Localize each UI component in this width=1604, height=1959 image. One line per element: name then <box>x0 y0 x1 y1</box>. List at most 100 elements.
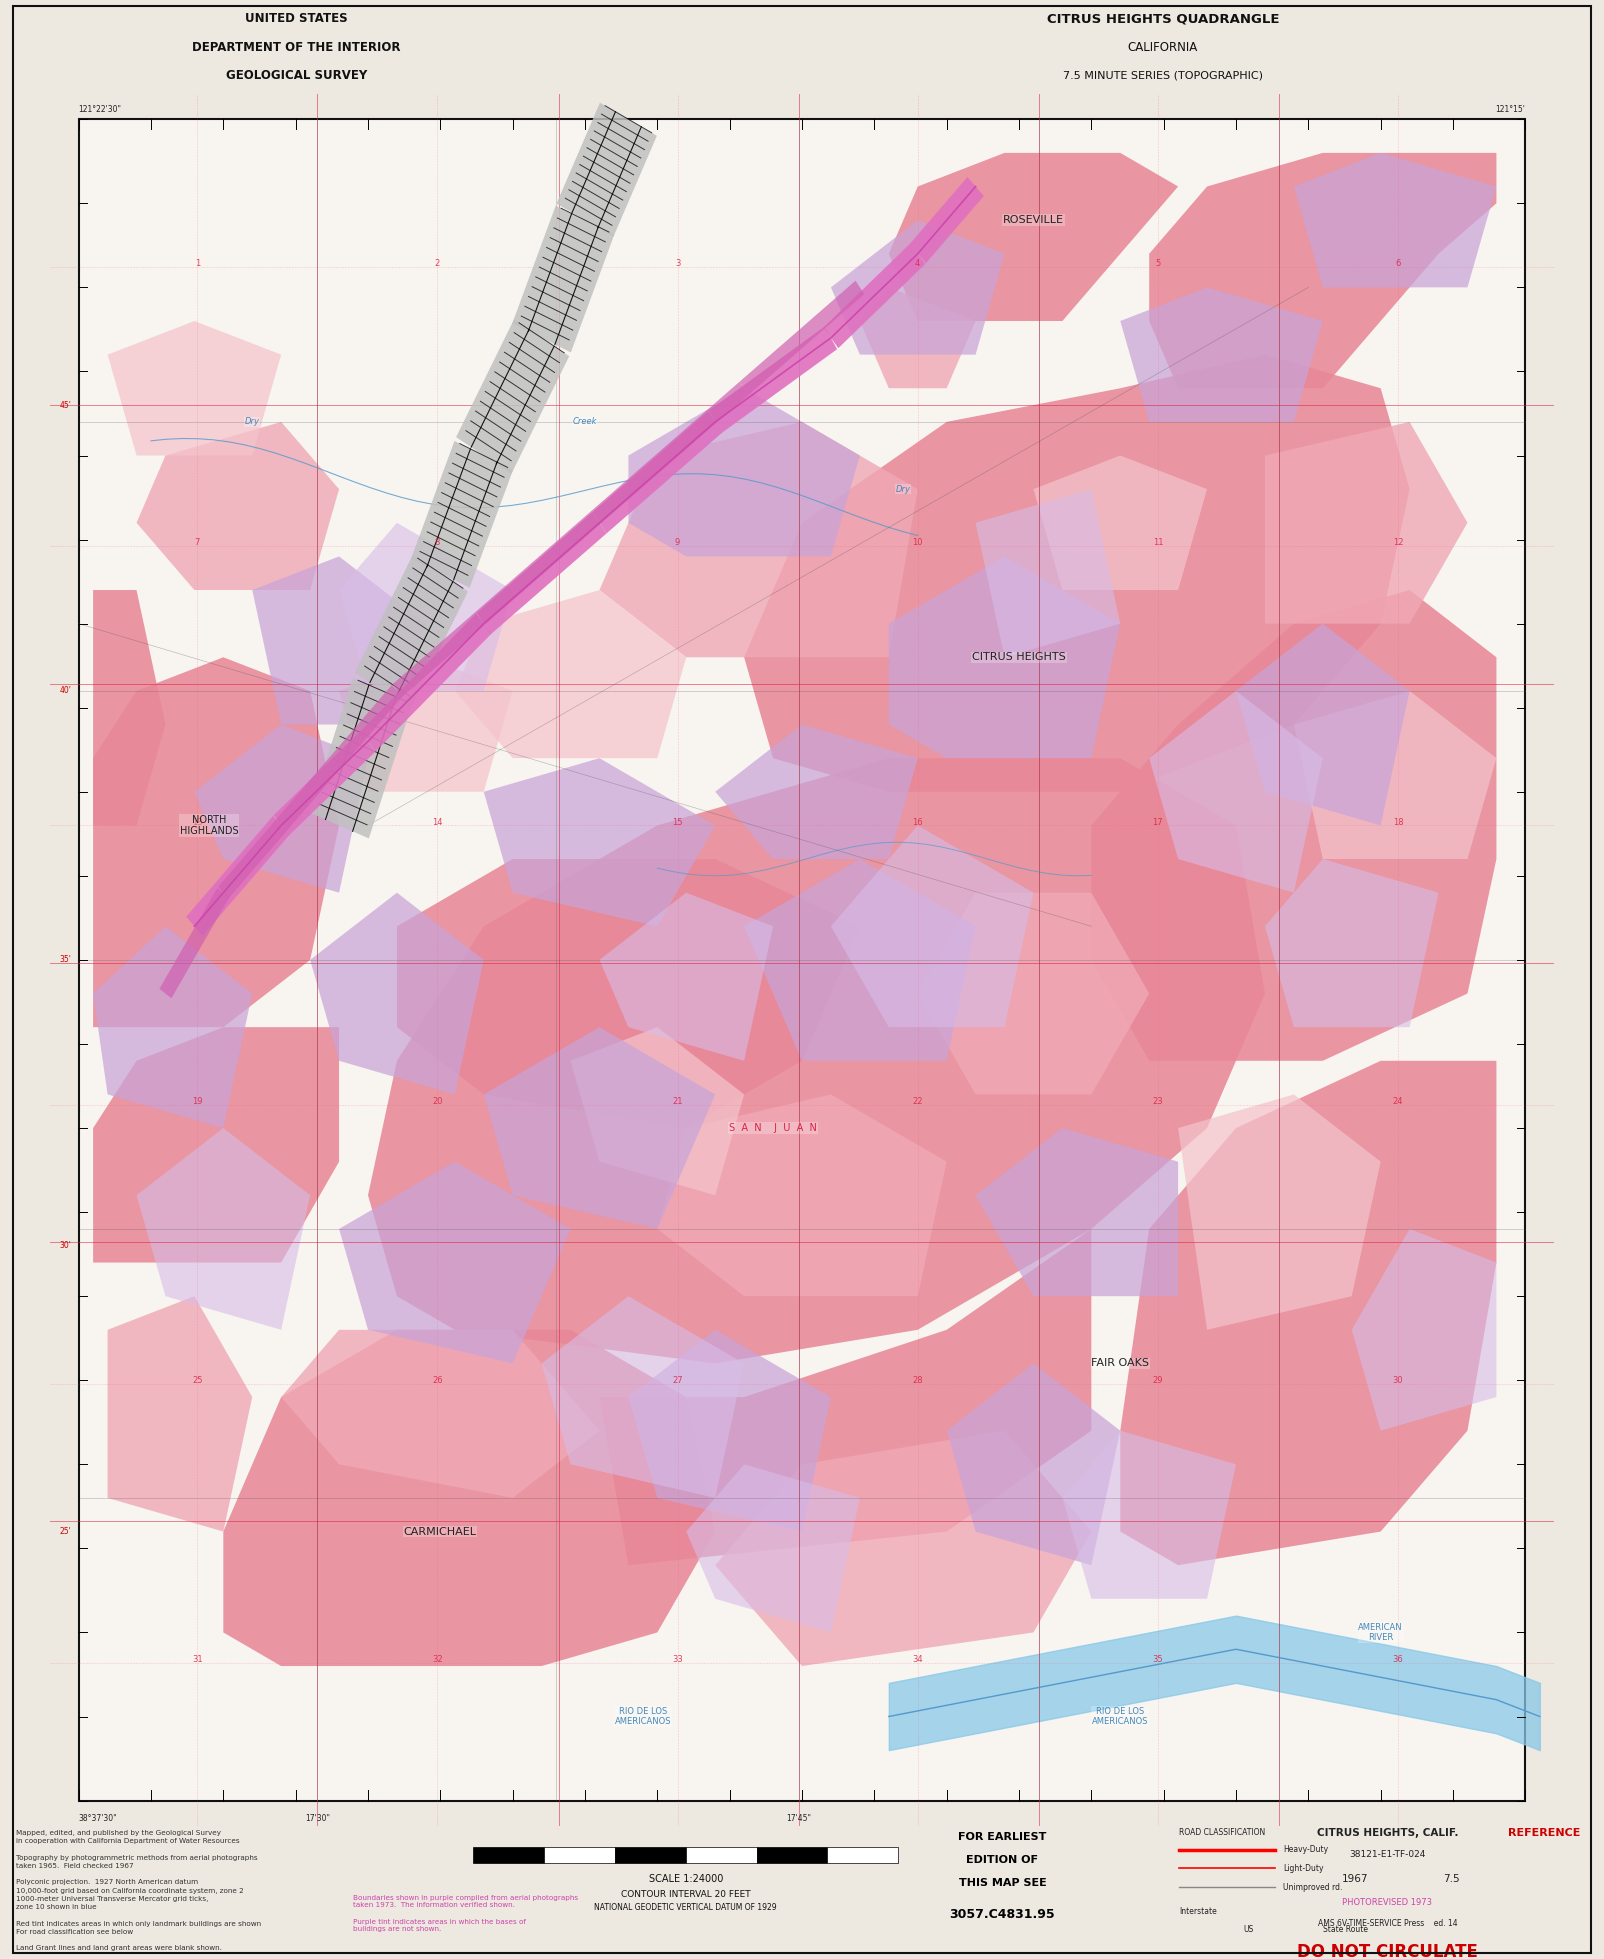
Polygon shape <box>456 319 569 474</box>
Polygon shape <box>592 411 722 533</box>
Text: US: US <box>1243 1926 1253 1934</box>
Text: REFERENCE: REFERENCE <box>1508 1828 1580 1838</box>
Text: taken 1965.  Field checked 1967: taken 1965. Field checked 1967 <box>16 1863 133 1869</box>
Text: 15: 15 <box>672 817 683 827</box>
Polygon shape <box>93 590 165 825</box>
Text: State Route: State Route <box>1323 1926 1368 1934</box>
Polygon shape <box>93 1027 338 1262</box>
Text: 24: 24 <box>1392 1097 1404 1105</box>
Polygon shape <box>739 280 865 396</box>
Text: 5: 5 <box>1155 259 1161 268</box>
Text: S  A  N    J  U  A  N: S A N J U A N <box>730 1123 816 1132</box>
Text: Dry: Dry <box>895 484 911 494</box>
Polygon shape <box>1062 1430 1237 1599</box>
Bar <box>473 1847 544 1863</box>
Text: SCALE 1:24000: SCALE 1:24000 <box>648 1873 723 1885</box>
Bar <box>544 1847 614 1863</box>
Text: 29: 29 <box>1153 1375 1163 1385</box>
Text: 14: 14 <box>431 817 443 827</box>
Text: 22: 22 <box>913 1097 922 1105</box>
Text: Purple tint indicates areas in which the bases of
buildings are not shown.: Purple tint indicates areas in which the… <box>353 1920 526 1932</box>
Polygon shape <box>281 1330 600 1499</box>
Polygon shape <box>600 893 773 1060</box>
Polygon shape <box>600 1228 1091 1565</box>
Polygon shape <box>186 815 289 936</box>
Text: 7.5: 7.5 <box>1444 1873 1460 1885</box>
Text: 8: 8 <box>435 539 439 547</box>
Text: Unimproved rd.: Unimproved rd. <box>1283 1883 1343 1892</box>
Text: 40': 40' <box>59 686 72 695</box>
Polygon shape <box>411 441 513 588</box>
Text: zone 10 shown in blue: zone 10 shown in blue <box>16 1904 96 1910</box>
Text: 35: 35 <box>1153 1655 1163 1663</box>
Text: AMS 6V-TIME-SERVICE Press    ed. 14: AMS 6V-TIME-SERVICE Press ed. 14 <box>1317 1920 1458 1928</box>
Polygon shape <box>93 927 252 1128</box>
Polygon shape <box>310 893 484 1095</box>
Text: PHOTOREVISED 1973: PHOTOREVISED 1973 <box>1343 1898 1432 1906</box>
Text: Heavy-Duty: Heavy-Duty <box>1283 1845 1328 1855</box>
Polygon shape <box>542 1297 744 1499</box>
Text: 23: 23 <box>1153 1097 1163 1105</box>
Polygon shape <box>687 1463 860 1632</box>
Polygon shape <box>305 686 403 797</box>
Text: 30': 30' <box>59 1242 72 1250</box>
Polygon shape <box>218 786 316 899</box>
Text: AMERICAN
RIVER: AMERICAN RIVER <box>1359 1622 1404 1642</box>
Polygon shape <box>223 1330 715 1665</box>
Text: NATIONAL GEODETIC VERTICAL DATUM OF 1929: NATIONAL GEODETIC VERTICAL DATUM OF 1929 <box>595 1902 776 1912</box>
Text: 1000-meter Universal Transverse Mercator grid ticks,: 1000-meter Universal Transverse Mercator… <box>16 1896 209 1902</box>
Text: 19: 19 <box>192 1097 202 1105</box>
Text: 13: 13 <box>192 817 202 827</box>
Polygon shape <box>367 758 1266 1363</box>
Text: 26: 26 <box>431 1375 443 1385</box>
Text: Light-Duty: Light-Duty <box>1283 1863 1323 1873</box>
Text: 25': 25' <box>59 1528 72 1536</box>
Polygon shape <box>1237 623 1410 825</box>
Bar <box>687 1847 757 1863</box>
Text: FAIR OAKS: FAIR OAKS <box>1091 1358 1150 1369</box>
Polygon shape <box>889 153 1177 321</box>
Text: 10: 10 <box>913 539 922 547</box>
Text: RIO DE LOS
AMERICANOS: RIO DE LOS AMERICANOS <box>1092 1706 1148 1726</box>
Text: 18: 18 <box>1392 817 1404 827</box>
Text: 121°15': 121°15' <box>1495 106 1525 114</box>
Polygon shape <box>1091 590 1497 1060</box>
Text: GEOLOGICAL SURVEY: GEOLOGICAL SURVEY <box>226 69 367 82</box>
Polygon shape <box>557 102 658 237</box>
Polygon shape <box>624 382 749 496</box>
Text: 11: 11 <box>1153 539 1163 547</box>
Text: ROSEVILLE: ROSEVILLE <box>1002 215 1063 225</box>
Polygon shape <box>310 678 412 838</box>
Text: 17: 17 <box>1153 817 1163 827</box>
Polygon shape <box>159 887 229 999</box>
Text: Red tint indicates areas in which only landmark buildings are shown: Red tint indicates areas in which only l… <box>16 1920 261 1926</box>
Text: CARMICHAEL: CARMICHAEL <box>404 1526 476 1536</box>
Text: 17'30": 17'30" <box>305 1814 330 1824</box>
Text: 20: 20 <box>431 1097 443 1105</box>
Text: 34: 34 <box>913 1655 922 1663</box>
Polygon shape <box>456 590 687 758</box>
Polygon shape <box>136 1128 310 1330</box>
Text: CITRUS HEIGHTS: CITRUS HEIGHTS <box>972 652 1067 662</box>
Polygon shape <box>136 421 338 590</box>
Text: 7: 7 <box>194 539 200 547</box>
Text: DO NOT CIRCULATE: DO NOT CIRCULATE <box>1298 1943 1477 1959</box>
Polygon shape <box>93 658 338 1027</box>
Polygon shape <box>715 725 917 860</box>
Text: Dry: Dry <box>245 417 260 427</box>
Text: Land Grant lines and land grant areas were blank shown.: Land Grant lines and land grant areas we… <box>16 1945 221 1951</box>
Text: 33: 33 <box>672 1655 683 1663</box>
Polygon shape <box>831 219 1004 355</box>
Polygon shape <box>709 327 837 433</box>
Polygon shape <box>508 482 632 597</box>
Text: 1967: 1967 <box>1343 1873 1368 1885</box>
Text: ROAD CLASSIFICATION: ROAD CLASSIFICATION <box>1179 1828 1266 1838</box>
Polygon shape <box>823 243 926 349</box>
Bar <box>828 1847 898 1863</box>
Text: 121°22'30": 121°22'30" <box>79 106 122 114</box>
Polygon shape <box>1177 1095 1381 1330</box>
Polygon shape <box>1033 456 1208 590</box>
Text: 12: 12 <box>1392 539 1404 547</box>
Text: 9: 9 <box>675 539 680 547</box>
Polygon shape <box>338 523 513 692</box>
